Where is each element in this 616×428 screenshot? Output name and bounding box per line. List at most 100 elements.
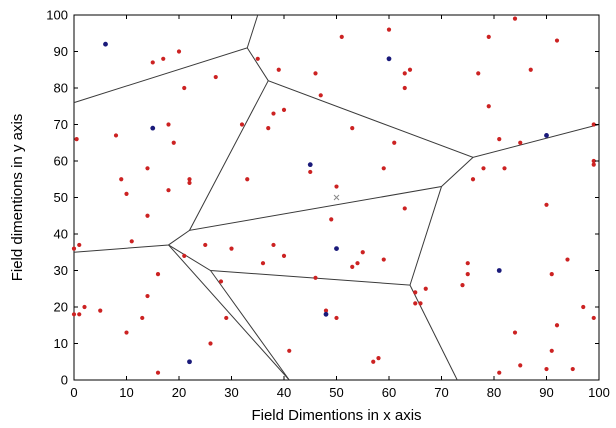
node-point: [549, 348, 554, 353]
node-point: [113, 133, 119, 138]
sink-point: [333, 194, 340, 201]
cluster-head-point: [307, 162, 313, 168]
x-tick-label: 70: [434, 385, 448, 400]
node-point: [355, 261, 360, 266]
node-point: [570, 366, 575, 372]
node-point: [77, 312, 82, 317]
cluster-head-point: [323, 311, 329, 317]
node-point: [266, 126, 271, 131]
cluster-head-point: [386, 56, 392, 62]
node-point: [502, 166, 507, 171]
x-tick-label: 50: [329, 385, 343, 400]
node-point: [465, 261, 470, 266]
node-point: [544, 366, 549, 372]
node-point: [145, 293, 150, 299]
node-point: [518, 140, 523, 145]
node-point: [581, 304, 586, 310]
y-tick-label: 0: [61, 373, 68, 388]
node-point: [145, 166, 150, 171]
node-point: [182, 253, 187, 258]
node-point: [407, 67, 413, 72]
node-point: [77, 242, 82, 248]
node-point: [255, 56, 260, 61]
node-point: [276, 67, 281, 72]
node-point: [182, 85, 187, 91]
y-tick-label: 20: [54, 300, 68, 315]
y-tick-label: 50: [54, 190, 68, 205]
node-point: [386, 27, 392, 32]
node-point: [150, 60, 155, 65]
node-point: [318, 93, 323, 98]
node-point: [486, 104, 491, 109]
node-point: [465, 272, 470, 277]
node-point: [176, 49, 182, 54]
node-point: [381, 166, 386, 171]
node-point: [287, 348, 292, 353]
node-point: [308, 169, 313, 175]
node-point: [591, 162, 596, 167]
node-point: [213, 74, 218, 80]
node-point: [71, 312, 77, 317]
node-point: [418, 301, 423, 306]
y-tick-label: 10: [54, 336, 68, 351]
node-point: [313, 275, 318, 280]
y-tick-label: 90: [54, 44, 68, 59]
node-point: [381, 257, 386, 262]
boundary-line: [168, 244, 290, 381]
node-point: [161, 56, 166, 61]
y-tick-label: 80: [54, 81, 68, 96]
node-point: [554, 323, 560, 328]
cluster-head-point: [334, 246, 339, 252]
node-point: [402, 71, 407, 76]
node-point: [239, 122, 245, 127]
y-tick-label: 70: [54, 117, 68, 132]
boundary-line: [188, 80, 474, 232]
x-tick-label: 20: [172, 385, 186, 400]
node-point: [339, 34, 344, 40]
node-point: [229, 246, 234, 251]
node-point: [208, 341, 213, 346]
node-point: [350, 126, 355, 131]
node-point: [497, 370, 502, 375]
node-point: [124, 191, 129, 196]
node-point: [155, 370, 161, 375]
node-point: [371, 359, 376, 364]
node-point: [98, 308, 103, 313]
cluster-head-point: [187, 359, 192, 365]
node-point: [350, 264, 355, 269]
y-tick-label: 40: [54, 227, 68, 242]
node-point: [271, 111, 276, 116]
node-point: [124, 330, 129, 335]
node-point: [260, 261, 266, 266]
node-point: [166, 188, 171, 193]
x-tick-label: 0: [70, 385, 77, 400]
node-point: [187, 180, 192, 185]
x-tick-label: 10: [119, 385, 133, 400]
x-tick-label: 80: [487, 385, 501, 400]
node-point: [497, 137, 502, 142]
node-point: [544, 202, 549, 207]
node-point: [476, 71, 481, 76]
y-tick-label: 100: [46, 8, 68, 23]
node-point: [528, 67, 533, 72]
x-axis-label: Field Dimentions in x axis: [251, 407, 421, 424]
x-tick-label: 90: [539, 385, 553, 400]
node-point: [591, 315, 596, 321]
cluster-head-point: [496, 268, 502, 273]
node-point: [376, 356, 381, 361]
node-point: [360, 250, 365, 255]
node-point: [549, 272, 554, 277]
boundary-line: [409, 284, 458, 381]
y-tick-label: 30: [54, 263, 68, 278]
node-point: [591, 122, 596, 127]
node-point: [423, 286, 428, 291]
node-point: [460, 283, 465, 288]
node-point: [129, 239, 134, 244]
cluster-head-point: [544, 133, 549, 138]
node-point: [119, 177, 124, 182]
node-point: [140, 315, 145, 321]
node-point: [281, 253, 287, 258]
node-point: [323, 308, 329, 313]
node-point: [554, 38, 560, 43]
